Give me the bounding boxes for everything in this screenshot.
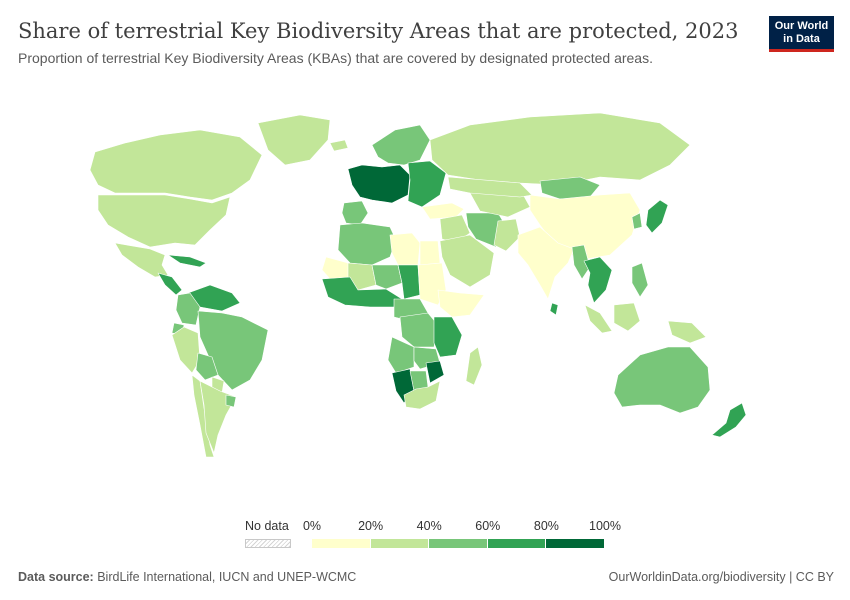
region-scandinavia[interactable] [371, 124, 431, 166]
region-mauritania[interactable] [321, 256, 351, 280]
region-niger[interactable] [371, 264, 403, 290]
legend-tick-label: 80% [533, 519, 559, 533]
region-eastern-europe[interactable] [407, 160, 447, 208]
source-link[interactable]: OurWorldinData.org/biodiversity | CC BY [608, 570, 834, 584]
legend-tick-label: 20% [358, 519, 384, 533]
legend-bin-80-100[interactable] [546, 539, 605, 548]
region-central-america[interactable] [157, 272, 183, 296]
region-egypt[interactable] [419, 240, 441, 266]
region-peru[interactable] [171, 326, 201, 374]
region-brazil[interactable] [197, 310, 269, 391]
legend-tick-label: 40% [416, 519, 442, 533]
data-source: Data source: BirdLife International, IUC… [18, 570, 356, 584]
legend-no-data-label: No data [245, 519, 289, 533]
region-caribbean[interactable] [167, 254, 207, 268]
region-philippines[interactable] [631, 262, 649, 298]
region-greenland[interactable] [257, 114, 331, 166]
region-iberia[interactable] [341, 200, 369, 226]
region-madagascar[interactable] [465, 346, 483, 386]
legend-bin-40-60[interactable] [429, 539, 488, 548]
region-sri-lanka[interactable] [549, 302, 559, 316]
region-bolivia[interactable] [195, 352, 219, 381]
region-chad[interactable] [397, 264, 421, 300]
region-mexico[interactable] [114, 242, 169, 278]
chart-subtitle: Proportion of terrestrial Key Biodiversi… [18, 50, 653, 66]
region-pakistan[interactable] [493, 218, 521, 252]
region-colombia[interactable] [175, 292, 201, 326]
chart-title: Share of terrestrial Key Biodiversity Ar… [18, 19, 739, 43]
region-japan[interactable] [645, 199, 669, 234]
logo-line-2: in Data [783, 33, 820, 45]
data-source-label: Data source: [18, 570, 94, 584]
region-kazakhstan[interactable] [447, 176, 533, 198]
region-mali[interactable] [347, 262, 377, 291]
region-western-europe[interactable] [347, 164, 411, 204]
region-libya[interactable] [389, 232, 421, 266]
owid-logo[interactable]: Our World in Data [769, 16, 834, 52]
region-dr-congo[interactable] [399, 312, 439, 348]
region-australia[interactable] [613, 346, 711, 414]
region-papua[interactable] [667, 320, 707, 344]
region-india[interactable] [517, 226, 575, 300]
legend-bin-60-80[interactable] [487, 539, 547, 548]
world-map [89, 112, 747, 458]
region-east-africa[interactable] [433, 316, 463, 358]
legend-tick-label: 100% [589, 519, 621, 533]
region-north-africa-west[interactable] [337, 222, 397, 266]
legend-bin-20-40[interactable] [370, 539, 430, 548]
legend-tick-label: 60% [475, 519, 501, 533]
region-myanmar[interactable] [571, 244, 591, 280]
region-thailand-and-indochina[interactable] [583, 256, 613, 304]
region-uruguay[interactable] [225, 394, 237, 408]
color-legend: No data 0% 20% 40% 60% 80% 100% [240, 515, 621, 555]
legend-no-data-swatch [245, 539, 291, 548]
legend-bin-0-20[interactable] [312, 539, 371, 548]
region-zimbabwe[interactable] [425, 360, 445, 384]
region-korea[interactable] [631, 212, 643, 230]
region-sumatra[interactable] [584, 304, 613, 334]
region-new-zealand[interactable] [711, 402, 747, 438]
legend-tick-label: 0% [302, 519, 322, 533]
region-canada[interactable] [89, 129, 263, 201]
region-turkey[interactable] [421, 202, 465, 220]
region-horn-of-africa[interactable] [437, 289, 485, 318]
data-source-text: BirdLife International, IUCN and UNEP-WC… [97, 570, 357, 584]
region-russia[interactable] [429, 112, 691, 186]
region-united-states[interactable] [97, 194, 231, 248]
logo-line-1: Our World [774, 20, 829, 32]
region-arabia[interactable] [439, 234, 495, 288]
region-south-africa[interactable] [403, 380, 441, 410]
region-iceland[interactable] [329, 139, 349, 152]
region-borneo[interactable] [613, 302, 641, 332]
